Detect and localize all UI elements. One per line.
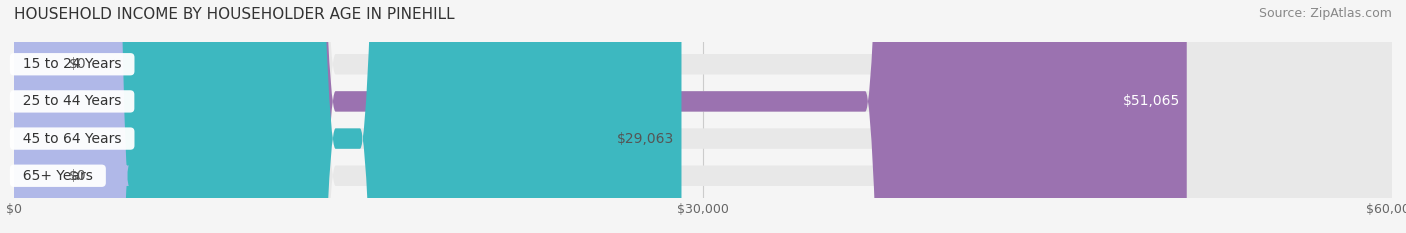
Text: $0: $0	[69, 57, 87, 71]
FancyBboxPatch shape	[0, 0, 129, 233]
FancyBboxPatch shape	[14, 0, 1187, 233]
FancyBboxPatch shape	[14, 0, 1392, 233]
Text: Source: ZipAtlas.com: Source: ZipAtlas.com	[1258, 7, 1392, 20]
FancyBboxPatch shape	[14, 0, 1392, 233]
Text: $29,063: $29,063	[617, 132, 675, 146]
Text: $0: $0	[69, 169, 87, 183]
Text: 15 to 24 Years: 15 to 24 Years	[14, 57, 131, 71]
FancyBboxPatch shape	[14, 0, 682, 233]
Text: HOUSEHOLD INCOME BY HOUSEHOLDER AGE IN PINEHILL: HOUSEHOLD INCOME BY HOUSEHOLDER AGE IN P…	[14, 7, 454, 22]
Text: 25 to 44 Years: 25 to 44 Years	[14, 94, 131, 108]
FancyBboxPatch shape	[0, 0, 129, 233]
FancyBboxPatch shape	[14, 0, 1392, 233]
FancyBboxPatch shape	[14, 0, 1392, 233]
Text: 65+ Years: 65+ Years	[14, 169, 101, 183]
Text: $51,065: $51,065	[1122, 94, 1180, 108]
Text: 45 to 64 Years: 45 to 64 Years	[14, 132, 131, 146]
